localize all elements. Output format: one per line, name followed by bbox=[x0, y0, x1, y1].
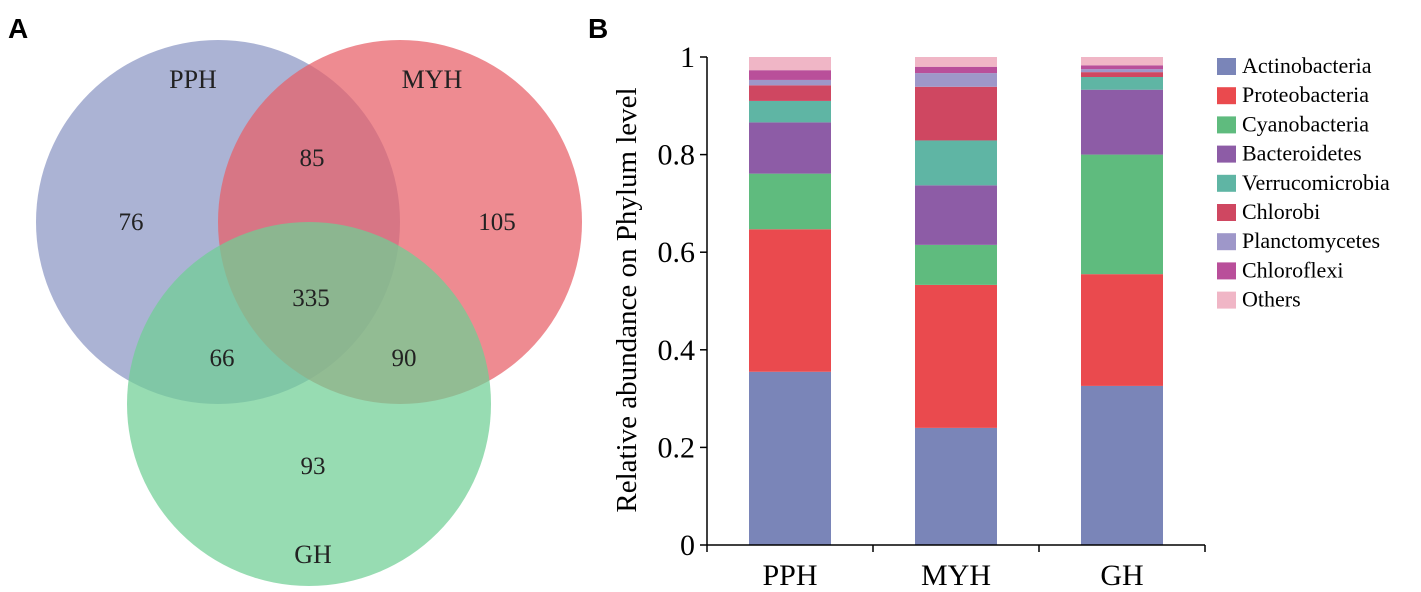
bar-segment-pph-proteobacteria bbox=[749, 229, 831, 372]
bar-segment-gh-chloroflexi bbox=[1081, 65, 1163, 70]
bar-segment-gh-others bbox=[1081, 57, 1163, 66]
bar-segment-myh-chloroflexi bbox=[915, 66, 997, 74]
venn-circle-gh bbox=[127, 222, 491, 586]
bar-segment-pph-bacteroidetes bbox=[749, 122, 831, 174]
legend-label-bacteroidetes: Bacteroidetes bbox=[1242, 141, 1362, 166]
legend-swatch-chlorobi bbox=[1217, 204, 1236, 221]
legend-swatch-others bbox=[1217, 291, 1236, 309]
bar-segment-myh-planctomycetes bbox=[915, 73, 997, 87]
bar-segment-myh-actinobacteria bbox=[915, 427, 997, 545]
venn-set-label-gh: GH bbox=[294, 540, 332, 569]
bar-segment-gh-proteobacteria bbox=[1081, 274, 1163, 386]
legend-swatch-verrucomicrobia bbox=[1217, 174, 1236, 192]
legend-swatch-bacteroidetes bbox=[1217, 145, 1236, 163]
venn-count-myh-only: 105 bbox=[478, 209, 516, 236]
y-tick-label: 0.4 bbox=[658, 334, 696, 367]
venn-count-myh-gh: 90 bbox=[392, 345, 417, 372]
bar-segment-pph-others bbox=[749, 57, 831, 71]
bar-segment-myh-verrucomicrobia bbox=[915, 140, 997, 186]
legend-label-others: Others bbox=[1242, 287, 1301, 312]
x-tick-label-myh: MYH bbox=[921, 559, 991, 592]
x-tick-label-pph: PPH bbox=[762, 559, 817, 592]
legend-label-cyanobacteria: Cyanobacteria bbox=[1242, 111, 1369, 136]
venn-count-pph-only: 76 bbox=[119, 209, 144, 236]
bar-segment-pph-actinobacteria bbox=[749, 371, 831, 545]
bar-segment-myh-bacteroidetes bbox=[915, 185, 997, 245]
y-tick-label: 0.8 bbox=[658, 139, 696, 172]
bar-segment-pph-verrucomicrobia bbox=[749, 100, 831, 123]
legend-label-verrucomicrobia: Verrucomicrobia bbox=[1242, 170, 1390, 195]
venn-set-label-myh: MYH bbox=[402, 65, 463, 94]
legend-swatch-chloroflexi bbox=[1217, 262, 1236, 280]
bar-segment-gh-chlorobi bbox=[1081, 72, 1163, 78]
legend-swatch-planctomycetes bbox=[1217, 233, 1236, 251]
y-axis-title: Relative abundance on Phylum level bbox=[611, 87, 643, 512]
y-tick-label: 0.2 bbox=[658, 431, 696, 464]
bar-segment-gh-planctomycetes bbox=[1081, 69, 1163, 73]
legend-label-actinobacteria: Actinobacteria bbox=[1242, 53, 1372, 78]
venn-count-pph-myh: 85 bbox=[300, 145, 325, 172]
venn-count-all: 335 bbox=[292, 285, 330, 312]
bar-segment-pph-planctomycetes bbox=[749, 79, 831, 86]
venn-count-gh-only: 93 bbox=[301, 453, 326, 480]
y-tick-label: 0.6 bbox=[658, 236, 696, 269]
bar-segment-gh-bacteroidetes bbox=[1081, 89, 1163, 155]
panel-letter-a: A bbox=[8, 13, 28, 44]
stacked-bar-chart: Relative abundance on Phylum level 0 0.2 0… bbox=[611, 41, 1390, 592]
bar-segment-gh-cyanobacteria bbox=[1081, 154, 1163, 275]
legend-swatch-actinobacteria bbox=[1217, 58, 1236, 75]
venn-count-pph-gh: 66 bbox=[210, 345, 235, 372]
y-tick-label: 1 bbox=[680, 41, 695, 74]
legend-swatch-cyanobacteria bbox=[1217, 116, 1236, 134]
bar-segment-pph-chloroflexi bbox=[749, 70, 831, 80]
bar-segment-pph-chlorobi bbox=[749, 85, 831, 101]
bar-segment-myh-proteobacteria bbox=[915, 284, 997, 428]
legend-label-chlorobi: Chlorobi bbox=[1242, 199, 1320, 224]
bar-segment-myh-others bbox=[915, 57, 997, 67]
legend-label-proteobacteria: Proteobacteria bbox=[1242, 82, 1369, 107]
legend-swatch-proteobacteria bbox=[1217, 87, 1236, 105]
bar-segment-myh-cyanobacteria bbox=[915, 244, 997, 285]
venn-set-label-pph: PPH bbox=[169, 65, 217, 94]
y-tick-label: 0 bbox=[680, 529, 695, 562]
venn-diagram: PPH MYH GH 76 105 93 85 66 90 335 bbox=[36, 40, 582, 586]
bar-segment-pph-cyanobacteria bbox=[749, 173, 831, 230]
legend: Actinobacteria Proteobacteria Cyanobacteri… bbox=[1217, 53, 1390, 312]
bar-segment-gh-actinobacteria bbox=[1081, 385, 1163, 545]
bar-segment-gh-verrucomicrobia bbox=[1081, 77, 1163, 90]
x-tick-label-gh: GH bbox=[1100, 559, 1143, 592]
bar-segment-myh-chlorobi bbox=[915, 86, 997, 141]
legend-label-planctomycetes: Planctomycetes bbox=[1242, 228, 1380, 253]
panel-letter-b: B bbox=[588, 13, 608, 44]
legend-label-chloroflexi: Chloroflexi bbox=[1242, 257, 1343, 282]
